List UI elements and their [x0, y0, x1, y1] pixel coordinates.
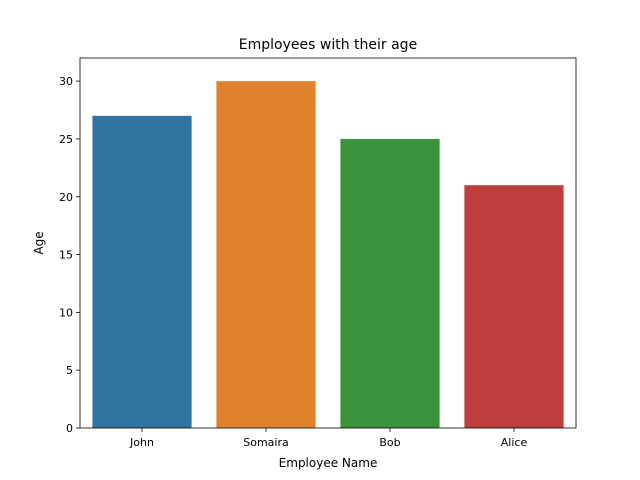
- y-tick-label: 15: [59, 249, 73, 262]
- y-tick-label: 10: [59, 306, 73, 319]
- y-tick-label: 20: [59, 191, 73, 204]
- plot-frame: [79, 57, 577, 429]
- y-tick-label: 30: [59, 75, 73, 88]
- y-tick-label: 5: [66, 364, 73, 377]
- chart-title: Employees with their age: [239, 37, 417, 53]
- y-tick-label: 0: [66, 422, 73, 435]
- x-tick-label: John: [129, 436, 154, 449]
- bar-somaira: [216, 81, 316, 428]
- bars-group: [92, 81, 564, 428]
- y-axis-ticks: 0 5 10 15 20 25 30: [59, 75, 80, 435]
- bar-bob: [340, 138, 440, 428]
- x-tick-label: Bob: [379, 436, 400, 449]
- y-tick-label: 25: [59, 133, 73, 146]
- x-axis-ticks: John Somaira Bob Alice: [129, 428, 527, 449]
- y-axis-label: Age: [32, 231, 46, 254]
- x-tick-label: Somaira: [243, 436, 289, 449]
- bar-alice: [464, 185, 564, 428]
- x-axis-label: Employee Name: [279, 456, 378, 470]
- x-tick-label: Alice: [501, 436, 528, 449]
- bar-john: [92, 115, 192, 428]
